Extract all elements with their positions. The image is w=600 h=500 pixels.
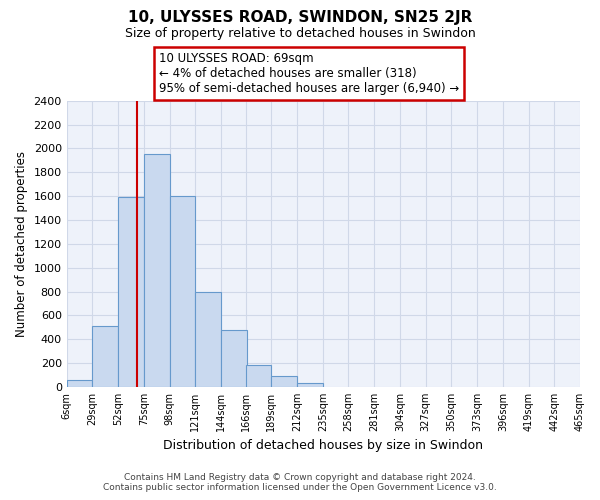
Text: Contains HM Land Registry data © Crown copyright and database right 2024.
Contai: Contains HM Land Registry data © Crown c… [103, 473, 497, 492]
Bar [144, 154, 170, 387]
X-axis label: Distribution of detached houses by size in Swindon: Distribution of detached houses by size … [163, 440, 484, 452]
Bar [245, 365, 271, 387]
Y-axis label: Number of detached properties: Number of detached properties [15, 151, 28, 337]
Bar [221, 330, 247, 387]
Bar [67, 380, 92, 387]
Text: Size of property relative to detached houses in Swindon: Size of property relative to detached ho… [125, 28, 475, 40]
Bar [92, 326, 118, 387]
Text: 10 ULYSSES ROAD: 69sqm
← 4% of detached houses are smaller (318)
95% of semi-det: 10 ULYSSES ROAD: 69sqm ← 4% of detached … [159, 52, 460, 95]
Bar [195, 292, 221, 387]
Bar [170, 196, 195, 387]
Bar [271, 376, 297, 387]
Bar [297, 383, 323, 387]
Text: 10, ULYSSES ROAD, SWINDON, SN25 2JR: 10, ULYSSES ROAD, SWINDON, SN25 2JR [128, 10, 472, 25]
Bar [118, 198, 144, 387]
